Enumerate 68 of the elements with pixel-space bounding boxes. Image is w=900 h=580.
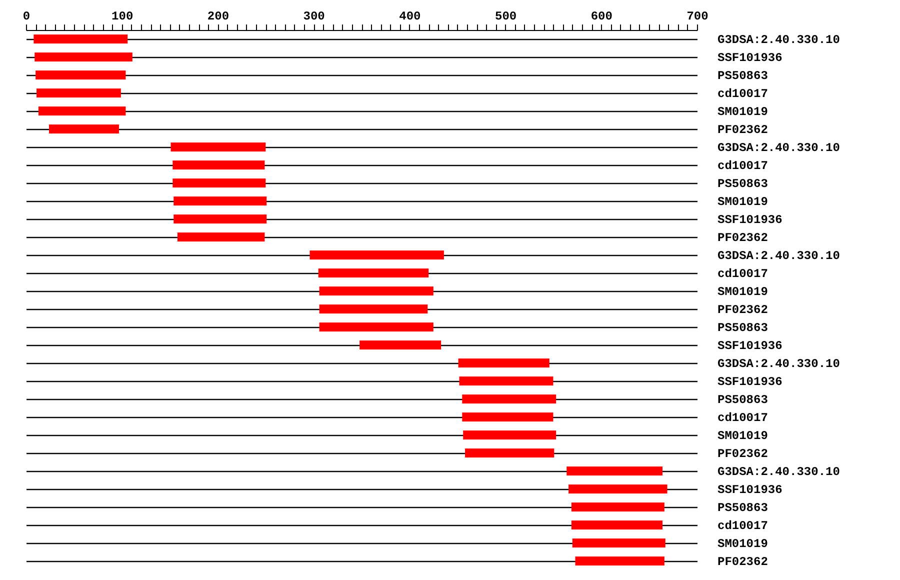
y-tick-label: PF02362	[718, 303, 768, 317]
bar	[34, 52, 132, 62]
bar	[318, 268, 429, 278]
bar	[174, 196, 267, 206]
bar	[571, 520, 662, 530]
bar	[462, 394, 556, 404]
x-tick-label: 0	[22, 10, 30, 24]
bar	[319, 322, 434, 332]
y-tick-label: SM01019	[718, 429, 768, 443]
bar	[177, 232, 265, 242]
y-tick-label: SM01019	[718, 105, 768, 119]
x-tick-label: 100	[112, 10, 134, 24]
y-tick-label: cd10017	[718, 159, 768, 173]
x-tick-label: 400	[399, 10, 421, 24]
y-tick-label: PS50863	[718, 177, 768, 191]
bar	[36, 88, 121, 98]
bar	[172, 160, 265, 170]
y-tick-label: SM01019	[718, 537, 768, 551]
bar	[360, 340, 442, 350]
y-tick-label: cd10017	[718, 411, 768, 425]
bar	[38, 106, 126, 116]
y-tick-label: PF02362	[718, 231, 768, 245]
bar	[172, 178, 266, 188]
y-tick-label: G3DSA:2.40.330.10	[718, 249, 840, 263]
y-tick-label: SSF101936	[718, 483, 782, 497]
bar	[49, 124, 119, 134]
bar	[319, 304, 428, 314]
y-tick-label: cd10017	[718, 519, 768, 533]
x-tick-label: 700	[686, 10, 708, 24]
bar	[575, 556, 664, 566]
bar	[174, 214, 267, 224]
y-tick-label: G3DSA:2.40.330.10	[718, 357, 840, 371]
y-tick-label: PS50863	[718, 69, 768, 83]
bar	[319, 286, 434, 296]
y-tick-label: SSF101936	[718, 213, 782, 227]
y-tick-label: PF02362	[718, 447, 768, 461]
y-tick-label: G3DSA:2.40.330.10	[718, 141, 840, 155]
y-tick-label: PF02362	[718, 123, 768, 137]
bar	[566, 466, 662, 476]
y-tick-label: PS50863	[718, 501, 768, 515]
bar	[36, 70, 126, 80]
bar	[170, 142, 266, 152]
bar	[310, 250, 444, 260]
y-tick-label: SSF101936	[718, 375, 782, 389]
y-tick-label: SM01019	[718, 285, 768, 299]
y-tick-label: G3DSA:2.40.330.10	[718, 33, 840, 47]
y-tick-label: PS50863	[718, 321, 768, 335]
x-tick-label: 500	[494, 10, 517, 24]
bar	[34, 34, 128, 44]
bar	[463, 430, 556, 440]
bar	[572, 538, 666, 548]
bar	[459, 376, 554, 386]
y-tick-label: SM01019	[718, 195, 768, 209]
x-tick-label: 300	[303, 10, 325, 24]
bar	[465, 448, 554, 458]
bar	[462, 412, 554, 422]
x-tick-label: 600	[590, 10, 612, 24]
y-tick-label: SSF101936	[718, 339, 782, 353]
y-tick-label: PF02362	[718, 555, 768, 569]
y-tick-label: G3DSA:2.40.330.10	[718, 465, 840, 479]
y-tick-label: SSF101936	[718, 51, 782, 65]
y-tick-label: cd10017	[718, 267, 768, 281]
x-tick-label: 200	[207, 10, 230, 24]
bar	[458, 358, 550, 368]
bar	[571, 502, 664, 512]
y-tick-label: PS50863	[718, 393, 768, 407]
y-tick-label: cd10017	[718, 87, 768, 101]
bar	[568, 484, 668, 494]
